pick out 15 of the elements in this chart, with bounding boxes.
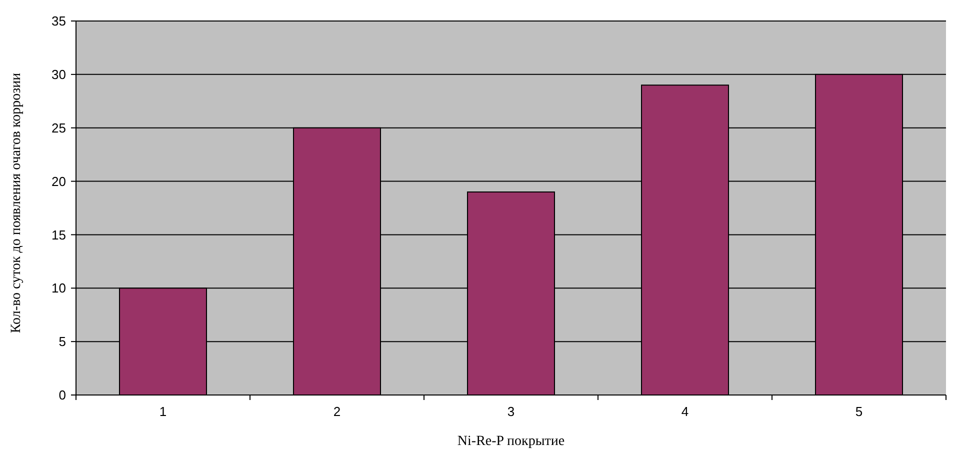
- x-tick-label: 4: [681, 404, 689, 419]
- x-axis-title: Ni-Re-P покрытие: [457, 434, 565, 449]
- y-tick-label: 10: [52, 280, 66, 296]
- y-tick-label: 25: [52, 120, 66, 136]
- y-tick-label: 0: [58, 388, 66, 403]
- y-axis-title: Кол-во суток до появления очагов коррозии: [9, 72, 24, 334]
- y-tick-label: 5: [58, 334, 66, 350]
- x-tick-label: 5: [855, 404, 863, 419]
- y-tick-label: 30: [52, 66, 66, 82]
- x-tick-label: 2: [333, 404, 341, 419]
- x-tick-label: 1: [159, 404, 167, 419]
- y-tick-label: 35: [52, 14, 66, 29]
- y-tick-label: 15: [52, 227, 66, 242]
- y-tick-label: 20: [52, 174, 66, 189]
- x-tick-label: 3: [507, 404, 515, 419]
